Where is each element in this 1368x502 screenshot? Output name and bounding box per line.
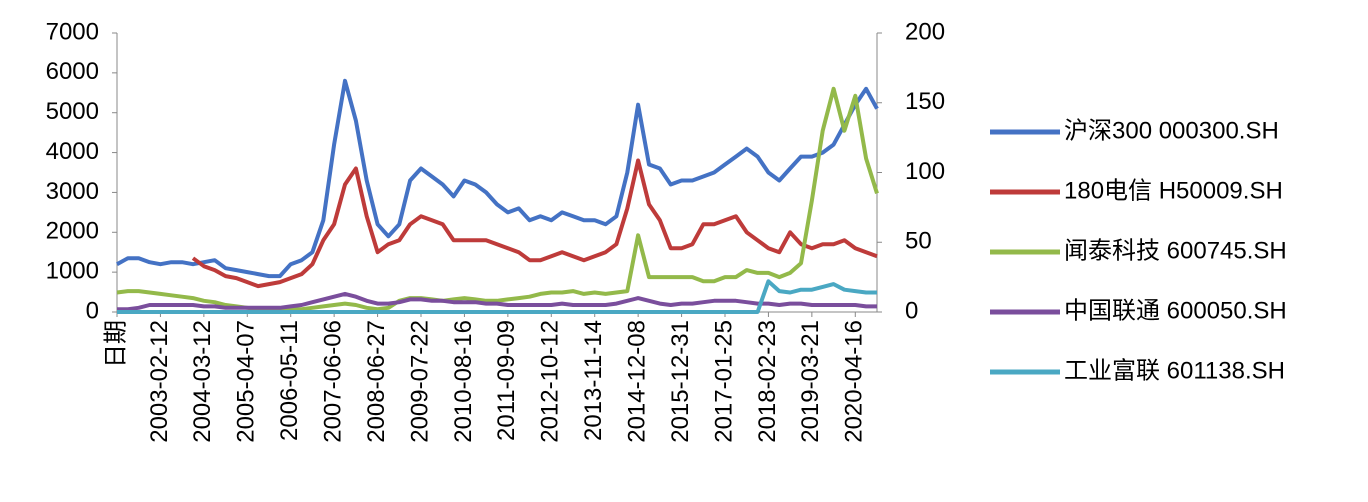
y-tick-label: 2000 xyxy=(46,218,99,245)
y-tick-label: 7000 xyxy=(46,18,99,45)
x-tick-label: 2020-04-16 xyxy=(841,320,868,443)
x-tick-label: 2010-08-16 xyxy=(450,320,477,443)
y-tick-label: 1000 xyxy=(46,257,99,284)
x-tick-label: 2009-07-22 xyxy=(406,320,433,443)
x-tick-label: 2013-11-14 xyxy=(580,320,607,441)
y2-tick-label: 150 xyxy=(905,88,945,115)
y-tick-label: 3000 xyxy=(46,178,99,205)
x-tick-label: 2014-12-08 xyxy=(623,320,650,443)
x-tick-label: 2017-01-25 xyxy=(710,320,737,443)
x-tick-label: 2003-02-12 xyxy=(146,320,173,443)
x-tick-label: 2018-02-23 xyxy=(754,320,781,443)
legend-label: 闻泰科技 600745.SH xyxy=(1064,237,1287,264)
legend-label: 沪深300 000300.SH xyxy=(1064,117,1279,144)
x-tick-label: 2011-09-09 xyxy=(493,320,520,441)
y-tick-label: 5000 xyxy=(46,98,99,125)
legend-label: 180电信 H50009.SH xyxy=(1064,177,1283,204)
x-tick-label: 日期 xyxy=(102,320,129,368)
x-tick-label: 2005-04-07 xyxy=(233,320,260,443)
x-tick-label: 2019-03-21 xyxy=(797,320,824,443)
series-line xyxy=(117,279,877,314)
x-tick-label: 2008-06-27 xyxy=(363,320,390,443)
x-tick-label: 2004-03-12 xyxy=(189,320,216,443)
x-tick-label: 2006-05-11 xyxy=(276,320,303,441)
y2-tick-label: 200 xyxy=(905,18,945,45)
x-tick-label: 2007-06-06 xyxy=(319,320,346,443)
y-tick-label: 0 xyxy=(86,297,99,324)
y2-tick-label: 0 xyxy=(905,297,918,324)
legend-label: 工业富联 601138.SH xyxy=(1064,357,1285,384)
series-line xyxy=(191,158,878,289)
y-tick-label: 6000 xyxy=(46,58,99,85)
y2-tick-label: 100 xyxy=(905,158,945,185)
x-tick-label: 2015-12-31 xyxy=(667,320,694,443)
x-tick-label: 2012-10-12 xyxy=(537,320,564,443)
y-tick-label: 4000 xyxy=(46,138,99,165)
series-line xyxy=(117,291,877,312)
legend-label: 中国联通 600050.SH xyxy=(1064,297,1287,324)
series-line xyxy=(116,78,879,279)
y2-tick-label: 50 xyxy=(905,228,932,255)
